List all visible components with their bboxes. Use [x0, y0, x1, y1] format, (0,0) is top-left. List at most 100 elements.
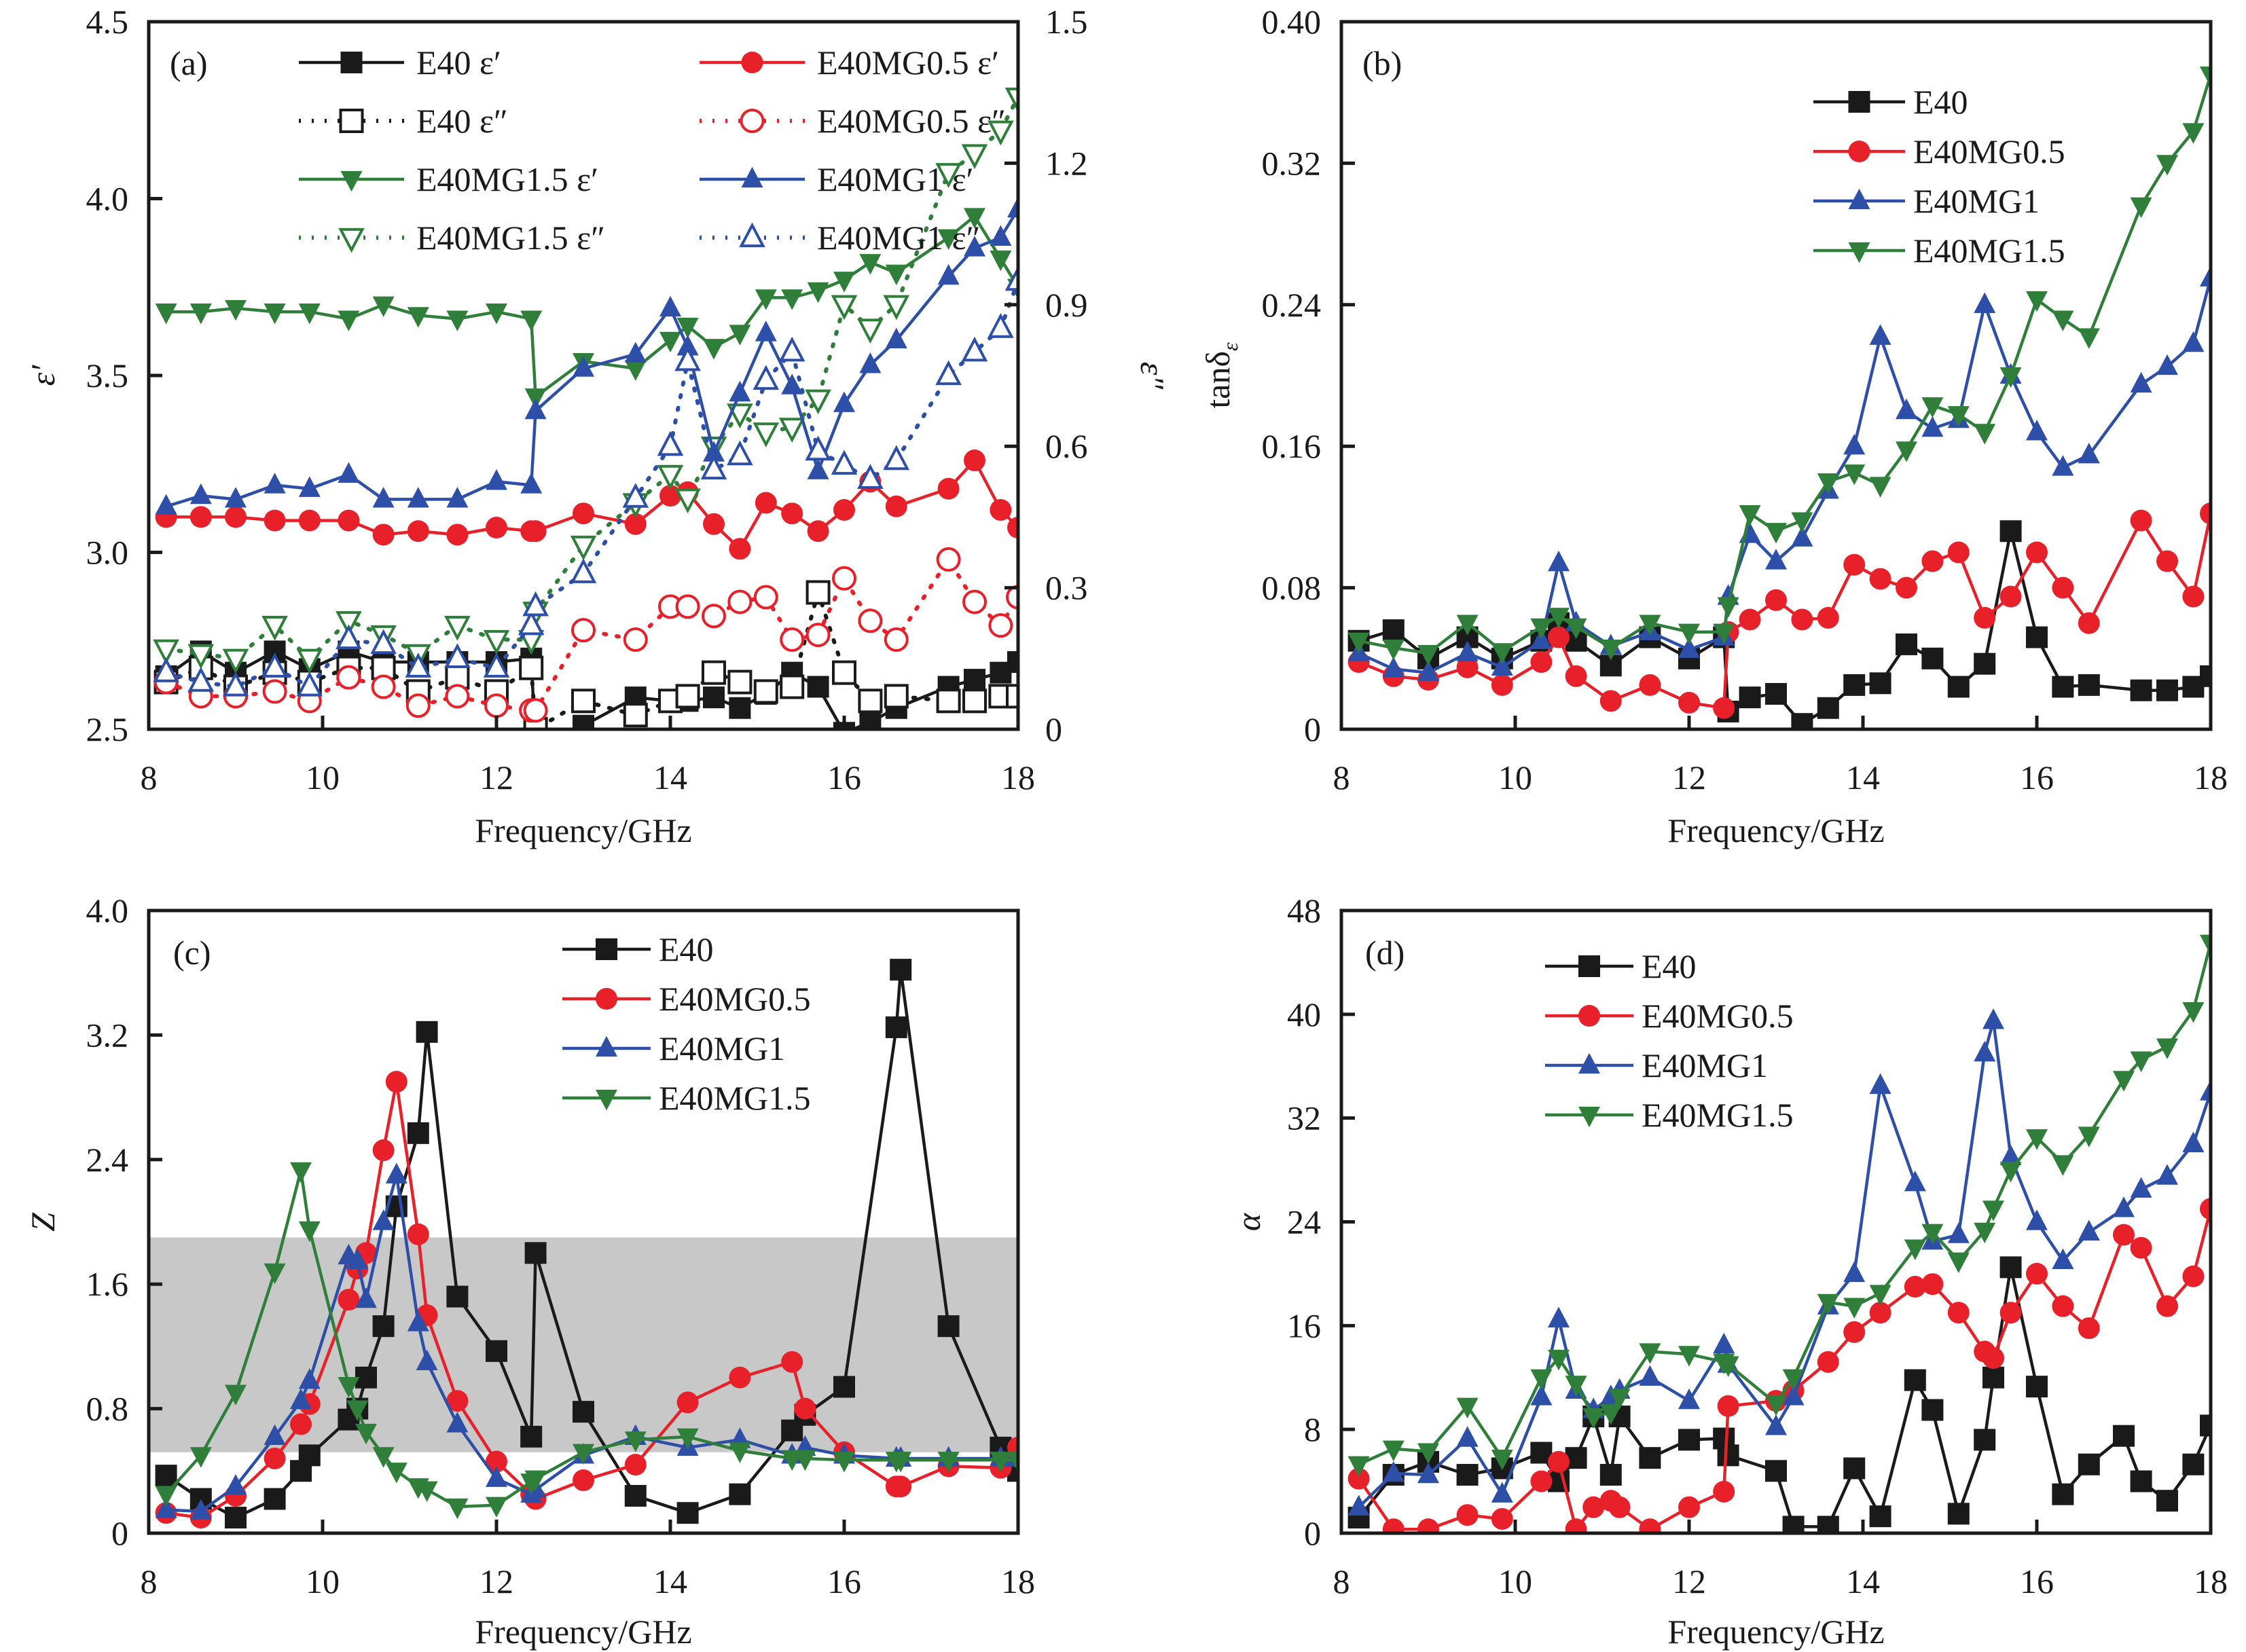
y-tick-label: 2.4	[86, 1141, 129, 1179]
data-point-e40mg1	[1869, 1073, 1891, 1095]
legend-item-e40mg1-eps-real: E40MG1 ε′	[700, 160, 974, 198]
x-tick-label: 14	[1846, 1562, 1880, 1600]
x-tick-label: 10	[1498, 1562, 1532, 1600]
data-point-e40	[2200, 665, 2211, 687]
legend-marker	[1848, 91, 1870, 113]
data-point-e40mg0p5	[1565, 1518, 1587, 1533]
data-point-e40mg1-eps-imag	[778, 336, 805, 362]
data-point-e40mg1p5	[990, 1452, 1012, 1473]
panel-b-loss-tangent: 8 10 12 14 16 18 0 0.08 0.16 0.24 0.32 0.40 (b) Fre…	[1199, 3, 2228, 849]
y-tick-label: 0	[1304, 710, 1321, 748]
data-point-e40	[298, 1444, 321, 1467]
data-point-e40mg0p5-eps-imag	[484, 693, 509, 718]
data-point-e40mg1p5-eps-imag	[153, 639, 179, 665]
data-point-e40mg1p5-eps-imag	[483, 629, 510, 655]
data-point-e40mg1	[2156, 354, 2178, 375]
data-point-e40	[486, 1340, 507, 1362]
legend-item-e40: E40	[1545, 947, 1697, 985]
data-point-e40mg0p5-eps-imag	[936, 547, 961, 572]
data-point-e40mg1	[372, 1209, 395, 1230]
panel-a-xlabel: Frequency/GHz	[475, 811, 691, 849]
data-point-e40mg1p5-eps-imag	[336, 611, 362, 636]
data-point-e40	[407, 1122, 429, 1144]
data-point-e40mg0p5	[1982, 1347, 2004, 1370]
data-point-e40mg1	[225, 1473, 247, 1495]
y-tick-label: 4.0	[86, 180, 129, 218]
data-point-e40mg1-eps-imag	[570, 558, 597, 583]
legend-item-e40mg1p5: E40MG1.5	[1545, 1096, 1794, 1134]
y-tick-label: 16	[1287, 1306, 1321, 1344]
data-point-e40mg1p5-eps-imag	[261, 616, 288, 641]
data-point-e40mg1p5-eps-imag	[570, 535, 597, 561]
series-e40mg1	[1347, 1008, 2211, 1516]
data-point-e40mg1p5-eps-imag	[727, 403, 753, 429]
legend-label: E40MG0.5 ε″	[817, 102, 1006, 140]
data-point-e40mg0p5	[407, 1223, 429, 1245]
y-tick-label: 0	[111, 1514, 128, 1552]
panel-a-permittivity: 8 10 12 14 16 18 2.5 3.0 3.5 4.0 4.5 0 0.3 0.6 0.9 1.2 1…	[24, 3, 1172, 849]
x-tick-label: 16	[827, 758, 861, 796]
data-point-e40mg1-eps-real	[298, 476, 321, 497]
data-point-e40mg1p5-eps-real	[264, 304, 286, 325]
data-point-e40	[372, 1315, 395, 1338]
data-point-e40mg0p5	[1382, 1518, 1405, 1533]
data-point-e40mg0p5	[2182, 1265, 2205, 1287]
panel-d-xlabel: Frequency/GHz	[1667, 1613, 1884, 1651]
data-point-e40	[2182, 1453, 2205, 1475]
data-point-e40	[520, 1425, 543, 1448]
data-point-e40	[2052, 1483, 2074, 1505]
x-tick-label: 16	[827, 1562, 861, 1600]
data-point-e40mg0p5-eps-imag	[962, 589, 987, 614]
data-point-e40mg1-eps-imag	[988, 312, 1014, 338]
data-point-e40mg1p5	[2200, 66, 2211, 88]
legend-marker	[596, 1089, 617, 1111]
data-point-e40mg1p5	[2156, 155, 2178, 176]
data-point-e40mg0p5	[338, 1289, 360, 1311]
data-point-e40mg1	[1765, 549, 1787, 570]
data-point-e40mg0p5	[1947, 541, 1970, 564]
data-point-e40mg1	[2078, 1219, 2100, 1241]
data-point-e40mg0p5	[1869, 568, 1891, 590]
series-e40mg1-eps-real	[155, 196, 1018, 515]
data-point-e40mg0p5	[890, 1475, 912, 1498]
data-point-e40mg0p5-eps-imag	[523, 698, 548, 723]
data-point-e40mg1p5	[729, 1442, 751, 1463]
data-point-e40mg1p5	[1982, 1200, 2004, 1222]
panel-b-series-layer	[1347, 66, 2211, 729]
panel-d-series-layer	[1347, 934, 2211, 1533]
panel-b-frame	[1339, 20, 2213, 731]
data-point-e40	[890, 959, 912, 981]
data-point-e40mg0p5	[1582, 1496, 1605, 1518]
x-tick-label: 18	[2194, 1562, 2228, 1600]
legend-marker	[340, 170, 363, 192]
data-point-e40mg1	[1491, 1482, 1513, 1503]
data-point-e40	[225, 1507, 247, 1529]
panel-b-ylabel-sub: ε	[1218, 342, 1242, 351]
data-point-e40mg1-eps-imag	[153, 657, 179, 682]
data-point-e40-eps-imag	[884, 684, 909, 709]
legend-label: E40MG1.5	[659, 1079, 811, 1117]
data-point-e40mg0p5-eps-imag	[780, 627, 805, 653]
data-point-e40mg1	[2200, 1080, 2211, 1101]
data-point-e40mg1	[1782, 1384, 1805, 1406]
x-tick-label: 14	[653, 758, 687, 796]
data-point-e40mg0p5-eps-real	[372, 524, 395, 546]
y-tick-label: 0.32	[1262, 144, 1322, 182]
data-point-e40	[1947, 676, 1970, 698]
data-point-e40mg1-eps-imag	[700, 454, 727, 480]
data-point-e40	[1921, 647, 1944, 669]
legend-item-e40mg1p5-eps-real: E40MG1.5 ε′	[299, 160, 598, 198]
x-tick-label: 8	[1333, 1562, 1350, 1600]
data-point-e40mg1p5-eps-real	[407, 307, 429, 328]
data-point-e40mg1	[346, 1248, 369, 1269]
data-point-e40mg0p5	[2026, 541, 2048, 564]
y-right-tick-label: 1.5	[1045, 3, 1088, 41]
x-tick-label: 16	[2020, 758, 2054, 796]
data-point-e40mg0p5	[290, 1413, 312, 1435]
legend-marker	[339, 109, 364, 133]
legend-item-e40mg0p5-eps-imag: E40MG0.5 ε″	[700, 102, 1006, 140]
data-point-e40mg1	[2200, 265, 2211, 287]
data-point-e40mg1p5-eps-real	[486, 304, 507, 325]
y-tick-label: 24	[1287, 1203, 1321, 1241]
panel-b-ylabel-main: tanδ	[1199, 351, 1237, 409]
